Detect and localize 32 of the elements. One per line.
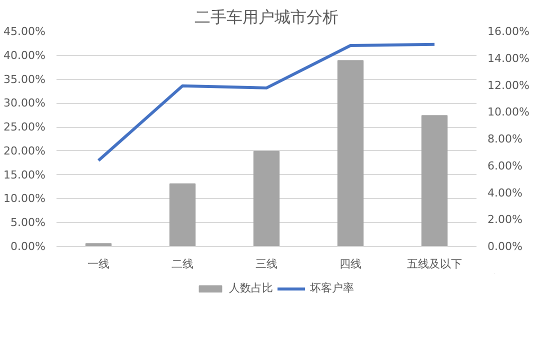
chart-title: 二手车用户城市分析	[194, 8, 338, 26]
y-tick-label: 30.00%	[4, 96, 46, 110]
y2-tick-label: 4.00%	[488, 186, 522, 200]
line-series	[97, 42, 436, 162]
x-tick-label: 五线及以下	[407, 258, 462, 270]
bar	[337, 60, 364, 246]
legend-label: 坏客户率	[310, 280, 354, 296]
x-tick-label: 三线	[256, 258, 278, 270]
x-tick-label: 四线	[340, 258, 362, 270]
x-tick-label: 二线	[172, 258, 194, 270]
y2-tick-label: 16.00%	[488, 25, 530, 38]
y2-tick-label: 0.00%	[488, 240, 522, 253]
y2-tick-label: 14.00%	[488, 52, 530, 65]
y-tick-label: 10.00%	[4, 192, 46, 206]
y-tick-label: 15.00%	[4, 168, 46, 182]
legend-label: 人数占比	[229, 280, 273, 296]
y2-tick-label: 2.00%	[488, 213, 522, 226]
bar	[169, 183, 196, 246]
y-tick-label: 0.00%	[10, 240, 46, 253]
bar	[253, 150, 280, 246]
x-tick-label: 一线	[88, 258, 110, 270]
y2-tick-label: 8.00%	[488, 132, 522, 146]
y2-tick-label: 12.00%	[488, 78, 530, 92]
y2-tick-label: 10.00%	[488, 106, 530, 119]
y2-tick-label: 6.00%	[488, 159, 522, 172]
y-tick-label: 5.00%	[10, 216, 46, 230]
y-tick-label: 35.00%	[4, 72, 46, 86]
y-tick-label: 20.00%	[4, 144, 46, 158]
y-tick-label: 25.00%	[4, 120, 46, 134]
bar	[421, 115, 448, 246]
y-tick-label: 40.00%	[4, 48, 46, 62]
y-tick-label: 45.00%	[4, 25, 46, 38]
